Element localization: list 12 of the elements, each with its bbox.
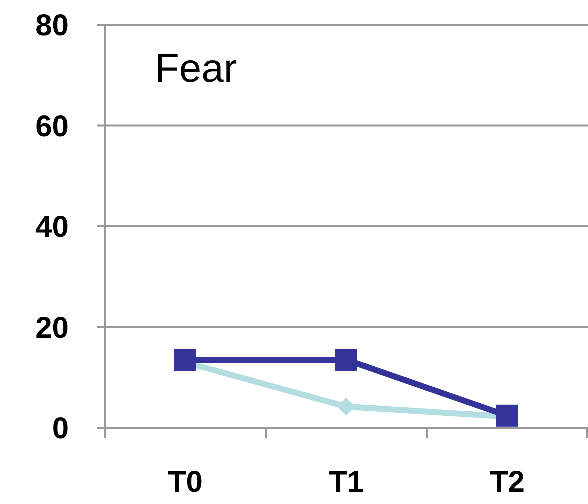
point: [496, 404, 518, 427]
y-tick-label: 40: [36, 211, 69, 244]
point: [174, 348, 196, 371]
point: [336, 348, 358, 371]
y-tick-label: 20: [36, 312, 69, 345]
y-tick-label: 60: [36, 110, 69, 144]
x-tick-label: T2: [490, 466, 526, 499]
x-tick-label: T0: [168, 466, 204, 499]
y-tick-label: 0: [52, 412, 69, 446]
x-tick-label: T1: [328, 466, 364, 499]
y-tick-label: 80: [36, 10, 69, 42]
text: Fear: [155, 47, 238, 91]
